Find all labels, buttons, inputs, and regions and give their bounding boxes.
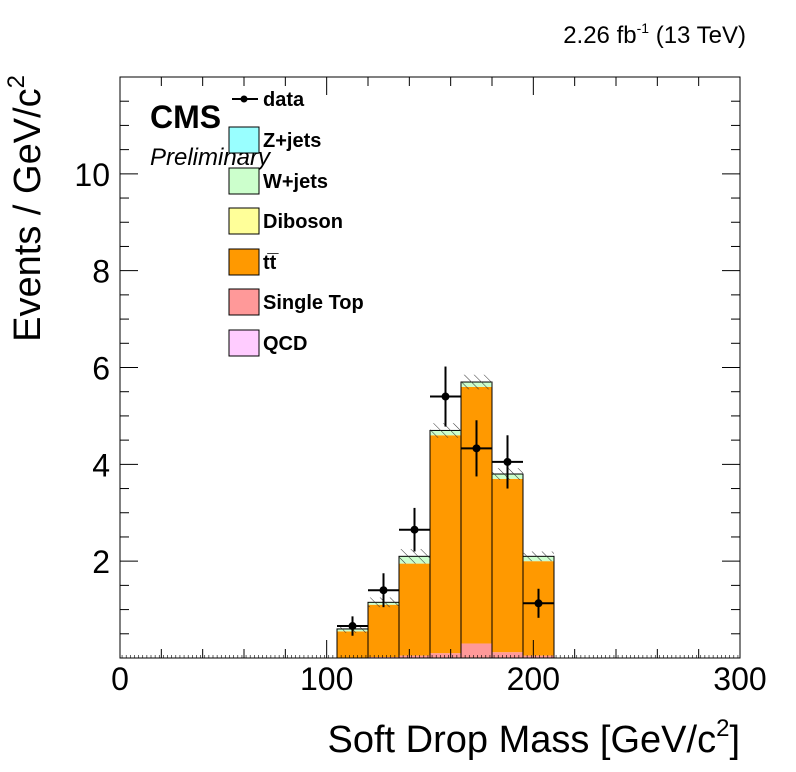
y-tick-label: 10 — [74, 157, 110, 193]
data-points — [337, 366, 554, 636]
legend-swatch — [228, 248, 260, 276]
legend-swatch — [228, 126, 260, 154]
data-point — [379, 586, 388, 595]
x-tick-label: 100 — [300, 661, 353, 697]
legend-label: tt̅ — [263, 252, 279, 274]
bar-segment — [399, 655, 430, 658]
uncertainty-band — [461, 374, 492, 390]
data-point — [441, 392, 450, 401]
bar-segment — [430, 653, 461, 658]
data-point — [410, 525, 419, 534]
y-tick-label: 8 — [92, 254, 110, 290]
legend-label: Diboson — [263, 211, 343, 233]
legend-data-marker — [240, 95, 248, 103]
legend-swatch — [228, 329, 260, 357]
y-axis-title: Events / GeV/c2 — [3, 75, 49, 342]
y-tick-label: 2 — [92, 544, 110, 580]
experiment-label: CMS — [150, 99, 221, 135]
data-point — [472, 444, 481, 453]
bar-segment — [492, 478, 523, 653]
legend-label: W+jets — [263, 171, 328, 193]
bar-segment — [523, 655, 554, 658]
uncertainty-band — [523, 551, 554, 562]
bar-segment — [430, 435, 461, 654]
bar-segment — [492, 652, 523, 658]
bar-segment — [399, 563, 430, 656]
y-tick-label: 6 — [92, 351, 110, 387]
legend: data Z+jets W+jets Diboson tt̅ Single Top QCD — [228, 89, 364, 357]
legend-swatch — [228, 167, 260, 195]
data-point — [534, 599, 543, 608]
y-tick-label: 4 — [92, 447, 110, 483]
bar-segment — [368, 604, 399, 658]
lumi-label: 2.26 fb-1 (13 TeV) — [563, 20, 746, 49]
uncertainty-band — [430, 423, 461, 438]
x-tick-label: 0 — [111, 661, 129, 697]
data-point — [348, 622, 357, 631]
x-axis-title: Soft Drop Mass [GeV/c2] — [328, 715, 741, 761]
data-point — [503, 457, 512, 466]
legend-label: Z+jets — [263, 130, 321, 152]
legend-label: data — [263, 89, 305, 111]
legend-label: Single Top — [263, 292, 364, 314]
x-tick-label: 300 — [713, 661, 766, 697]
legend-swatch — [228, 288, 260, 316]
uncertainty-band — [399, 549, 430, 564]
legend-label: QCD — [263, 333, 307, 355]
x-tick-label: 200 — [507, 661, 560, 697]
bar-segment — [337, 631, 368, 658]
bar-segment — [461, 643, 492, 658]
axes: 0 100 200 300 2 4 6 8 10 — [74, 77, 767, 697]
legend-swatch — [228, 207, 260, 235]
